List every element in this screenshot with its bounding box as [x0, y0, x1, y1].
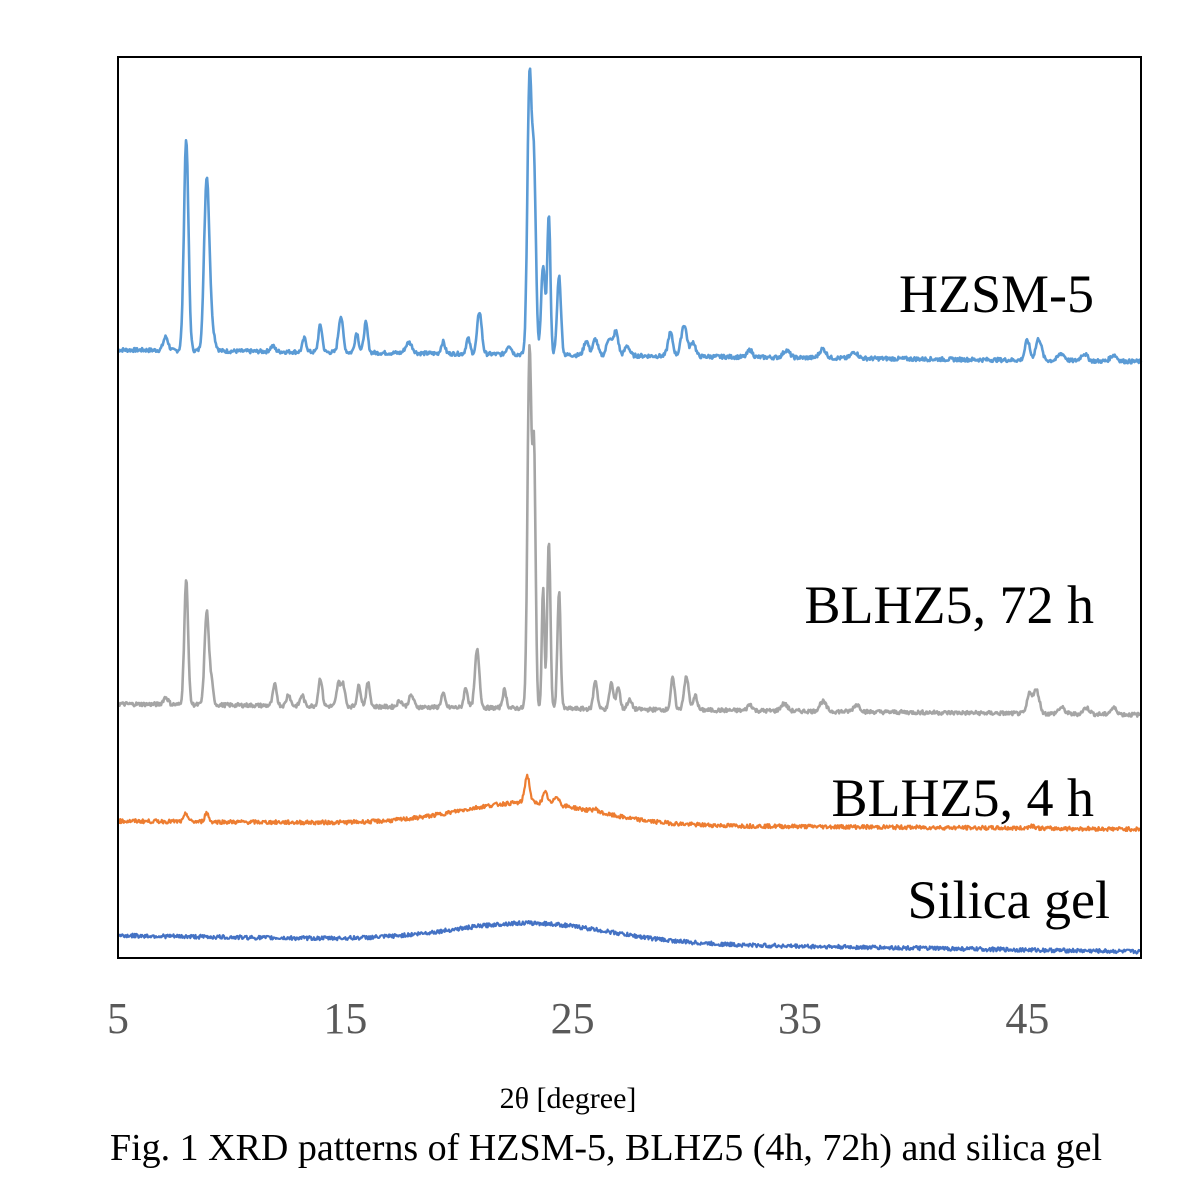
series-label-blhz5-4h: BLHZ5, 4 h — [832, 768, 1095, 828]
series-line-blhz5-72-h — [116, 343, 1142, 718]
series-line-hzsm-5 — [117, 67, 1143, 365]
x-tick-label: 45 — [1005, 994, 1049, 1043]
plot-frame — [117, 56, 1142, 959]
x-tick-label: 35 — [778, 994, 822, 1043]
series-line-silica-gel — [117, 919, 1142, 955]
series-label-hzsm5: HZSM-5 — [899, 264, 1094, 324]
series-curves — [116, 67, 1143, 955]
x-tick-label: 5 — [107, 994, 129, 1043]
x-tick-label: 15 — [323, 994, 367, 1043]
x-tick-labels: 5 15 25 35 45 — [107, 994, 1049, 1043]
series-label-blhz5-72h: BLHZ5, 72 h — [805, 575, 1095, 635]
series-label-silica-gel: Silica gel — [908, 870, 1110, 930]
x-axis-title: 2θ [degree] — [500, 1082, 637, 1115]
x-tick-label: 25 — [551, 994, 595, 1043]
series-line-blhz5-4-h — [117, 773, 1142, 833]
figure-caption: Fig. 1 XRD patterns of HZSM-5, BLHZ5 (4h… — [110, 1127, 1102, 1169]
